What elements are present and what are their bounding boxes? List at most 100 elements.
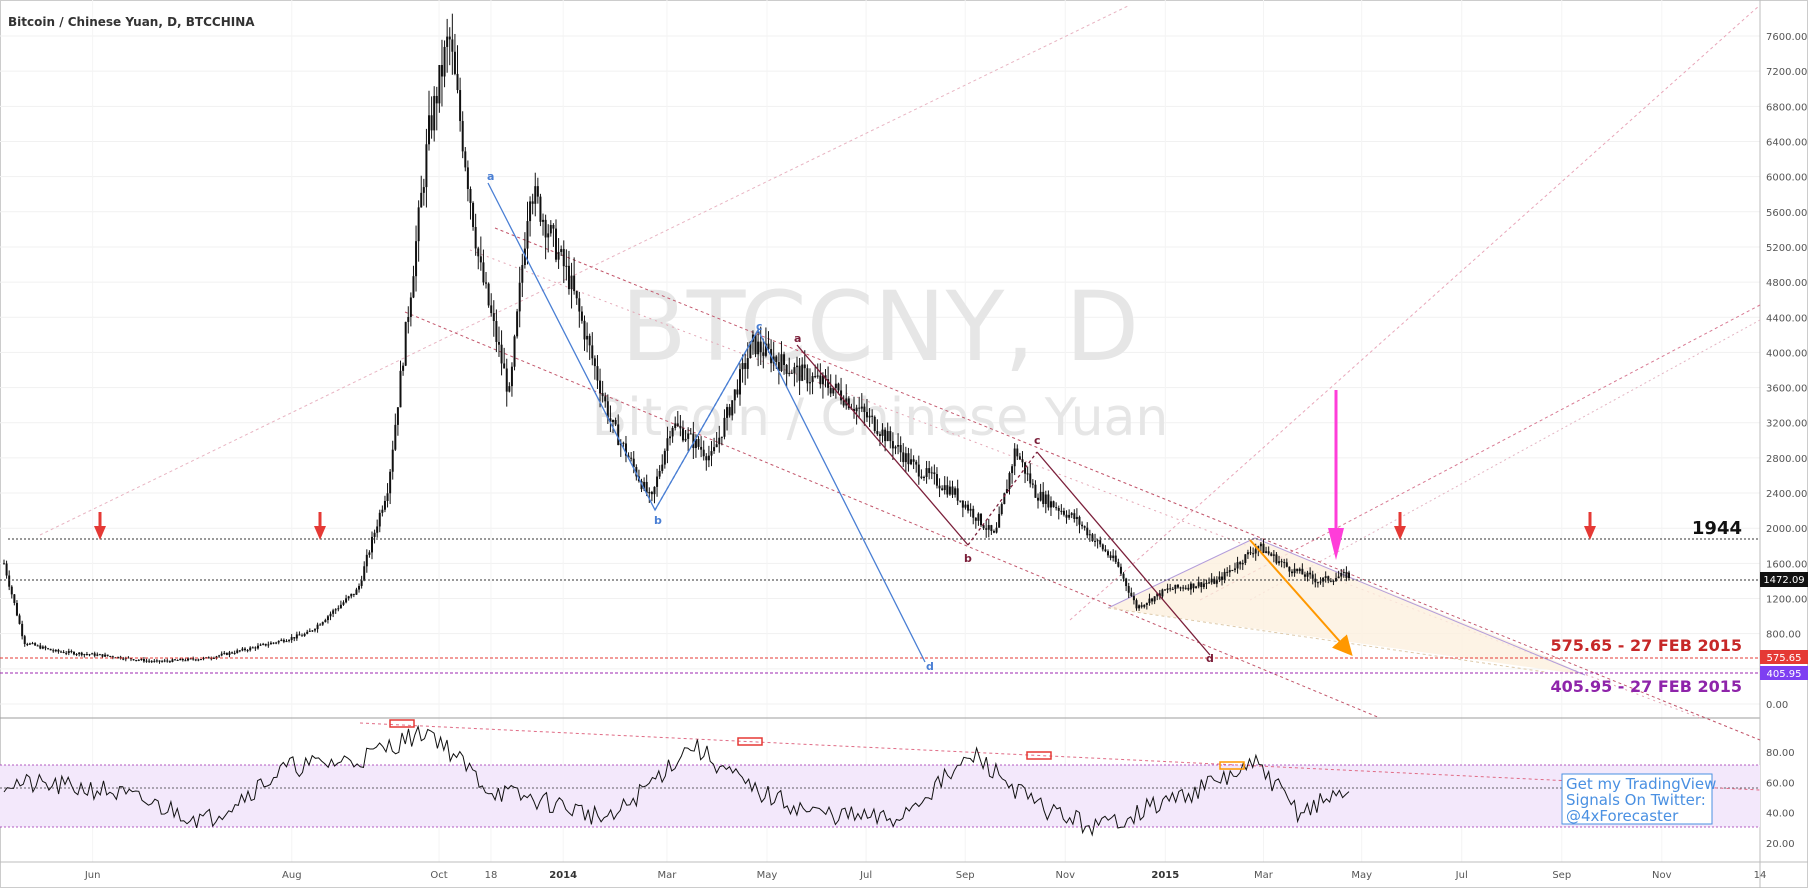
candle-body [194, 659, 197, 661]
candle-body [85, 654, 88, 656]
candle-body [1161, 589, 1164, 597]
candle-body [249, 647, 252, 651]
candle-body [267, 644, 270, 646]
candle-body [145, 660, 148, 662]
rsi-peak-box-2 [737, 737, 763, 746]
candle-body [593, 358, 596, 367]
rsi-tick-label: 80.00 [1766, 748, 1795, 759]
candle-body [1285, 562, 1288, 567]
candle-body [13, 594, 16, 603]
time-tick-label: 2014 [549, 870, 577, 881]
candle-body [34, 643, 37, 646]
candle-body [1169, 588, 1172, 590]
wave-dark-b-label: b [964, 552, 972, 565]
candle-body [1228, 570, 1231, 573]
candle-body [814, 376, 817, 378]
candle-body [876, 431, 879, 435]
candle-body [1018, 456, 1021, 460]
purple-level-value: 405.95 [1767, 669, 1802, 680]
candle-body [433, 95, 436, 131]
candle-body [1117, 561, 1120, 567]
candle-body [443, 46, 446, 77]
candle-body [1241, 562, 1244, 565]
candle-body [518, 282, 521, 312]
candle-body [1265, 551, 1268, 553]
candle-body [609, 418, 612, 423]
candle-body [679, 425, 682, 429]
candle-body [1306, 572, 1309, 577]
candle-body [1275, 554, 1278, 564]
trendline-faint-2 [1069, 4, 1761, 621]
candle-body [832, 387, 835, 394]
candle-body [332, 610, 335, 614]
candle-body [179, 658, 182, 661]
candle-body [1158, 593, 1161, 597]
candle-body [650, 492, 653, 495]
candle-body [241, 648, 244, 651]
candle-body [1060, 510, 1063, 512]
candle-body [1272, 554, 1275, 556]
candle-body [153, 660, 156, 662]
candle-body [67, 651, 70, 653]
price-tick-label: 4400.00 [1766, 313, 1807, 324]
candle-body [166, 660, 169, 662]
candle-body [254, 647, 257, 649]
candle-body [155, 660, 158, 662]
triangle-side-3 [1107, 607, 1546, 673]
candle-body [604, 396, 607, 402]
candle-body [1267, 551, 1270, 554]
candle-body [65, 652, 68, 654]
candle-body [842, 400, 845, 406]
candle-body [10, 586, 13, 595]
candle-body [1176, 584, 1179, 588]
price-tick-label: 0.00 [1766, 700, 1788, 711]
candle-body [1257, 546, 1260, 550]
candle-body [811, 376, 814, 383]
candle-body [435, 95, 438, 104]
candle-body [337, 608, 340, 610]
candle-body [1145, 603, 1148, 605]
red-down-arrow-icon [1584, 512, 1596, 540]
candle-body [1073, 513, 1076, 520]
candle-body [783, 354, 786, 366]
candle-body [420, 192, 423, 208]
candle-body [472, 202, 475, 227]
candle-body [202, 657, 205, 660]
candle-body [1290, 571, 1293, 574]
candle-body [223, 652, 226, 654]
candle-body [52, 650, 55, 652]
candle-body [583, 320, 586, 340]
candle-body [1011, 466, 1014, 474]
wave-dark-bc-dash [967, 451, 1038, 546]
label-1944: 1944 [1692, 518, 1742, 539]
candle-body [700, 446, 703, 450]
candle-body [728, 407, 731, 416]
candle-body [731, 400, 734, 416]
candle-body [560, 249, 563, 252]
candle-body [767, 343, 770, 350]
candle-body [977, 513, 980, 521]
candle-body [3, 563, 5, 565]
time-tick-label: Sep [1552, 870, 1571, 881]
candle-body [428, 115, 431, 145]
time-tick-label: Oct [430, 870, 447, 881]
candle-body [1119, 566, 1122, 574]
price-tick-label: 5200.00 [1766, 243, 1807, 254]
candle-body [656, 476, 659, 487]
candle-body [228, 652, 231, 655]
candle-body [684, 438, 687, 441]
candle-body [412, 276, 415, 298]
price-tick-label: 800.00 [1766, 630, 1801, 641]
twitter-box[interactable]: Get my TradingView Signals On Twitter: @… [1561, 773, 1716, 825]
candle-body [705, 456, 708, 461]
candle-body [1106, 551, 1109, 556]
candle-body [1039, 491, 1042, 501]
candle-body [938, 485, 941, 489]
red-down-arrows [94, 512, 1596, 540]
price-tick-label: 3600.00 [1766, 384, 1807, 395]
wave-dark-a-label: a [794, 332, 801, 345]
candle-body [391, 449, 394, 472]
candle-body [1288, 566, 1291, 572]
candle-body [858, 407, 861, 409]
